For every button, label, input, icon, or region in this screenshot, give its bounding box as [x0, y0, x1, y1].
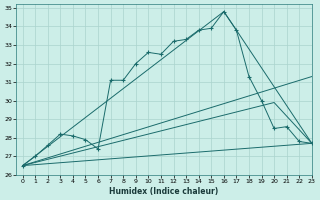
X-axis label: Humidex (Indice chaleur): Humidex (Indice chaleur)	[109, 187, 219, 196]
